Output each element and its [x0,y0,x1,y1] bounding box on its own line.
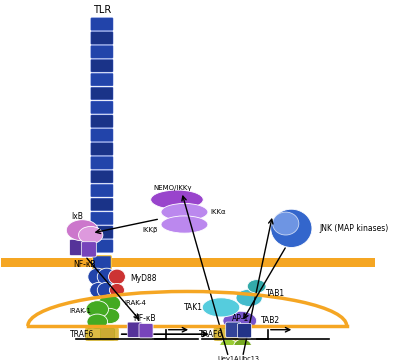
FancyBboxPatch shape [229,328,243,340]
Ellipse shape [109,283,124,297]
Text: IRAK-1: IRAK-1 [69,308,91,314]
FancyBboxPatch shape [91,46,113,58]
Ellipse shape [202,298,240,317]
FancyBboxPatch shape [91,184,113,197]
Ellipse shape [161,203,208,221]
Ellipse shape [223,311,257,330]
FancyBboxPatch shape [213,328,247,341]
FancyBboxPatch shape [91,87,113,100]
Ellipse shape [99,309,120,324]
Text: TAK1: TAK1 [184,303,203,312]
Ellipse shape [161,216,208,233]
Text: TAB1: TAB1 [266,288,285,297]
Text: NEMO/IKKγ: NEMO/IKKγ [153,185,192,191]
FancyBboxPatch shape [91,59,113,72]
Ellipse shape [271,209,312,247]
FancyBboxPatch shape [93,256,111,269]
FancyBboxPatch shape [91,157,113,169]
Ellipse shape [247,280,266,293]
Ellipse shape [90,283,107,298]
Text: Ubc13: Ubc13 [238,356,259,360]
FancyBboxPatch shape [81,242,96,257]
Text: IRAK-4: IRAK-4 [124,300,146,306]
FancyBboxPatch shape [91,143,113,155]
FancyBboxPatch shape [91,171,113,183]
FancyBboxPatch shape [91,32,113,44]
Bar [1,257,375,267]
FancyBboxPatch shape [87,328,101,340]
Ellipse shape [97,283,114,298]
FancyBboxPatch shape [91,240,113,252]
FancyBboxPatch shape [91,18,113,30]
Ellipse shape [236,289,262,306]
FancyBboxPatch shape [91,226,113,238]
Ellipse shape [86,301,109,318]
Ellipse shape [88,268,107,285]
Text: MyD88: MyD88 [130,274,156,283]
Text: NF-κB: NF-κB [73,260,95,269]
Text: TRAF6: TRAF6 [70,330,94,339]
FancyBboxPatch shape [91,73,113,86]
Text: IKKβ: IKKβ [143,227,158,233]
Text: TLR: TLR [93,5,111,15]
FancyBboxPatch shape [91,115,113,127]
FancyBboxPatch shape [216,328,230,340]
FancyBboxPatch shape [101,328,115,340]
Ellipse shape [219,339,238,356]
Ellipse shape [233,339,252,356]
FancyBboxPatch shape [237,324,251,338]
Ellipse shape [151,190,203,209]
FancyBboxPatch shape [91,129,113,141]
Text: NF-κB: NF-κB [133,314,155,323]
FancyBboxPatch shape [91,212,113,225]
FancyBboxPatch shape [226,322,241,337]
Text: IxB: IxB [72,212,83,221]
Text: AP-1: AP-1 [232,314,249,323]
Ellipse shape [109,269,125,284]
Text: IKKα: IKKα [211,209,226,215]
Ellipse shape [87,314,108,329]
FancyBboxPatch shape [127,322,142,337]
Text: JNK (MAP kinases): JNK (MAP kinases) [320,224,389,233]
Text: Uev1A: Uev1A [217,356,239,360]
Text: TAB2: TAB2 [261,316,280,325]
Ellipse shape [97,268,116,285]
FancyBboxPatch shape [91,198,113,211]
Ellipse shape [98,295,121,312]
FancyBboxPatch shape [69,239,85,256]
Ellipse shape [273,212,299,235]
FancyBboxPatch shape [139,324,153,338]
FancyBboxPatch shape [85,328,119,341]
Ellipse shape [66,220,98,241]
FancyBboxPatch shape [91,101,113,114]
Ellipse shape [79,226,103,244]
Text: TRAF6: TRAF6 [199,330,223,339]
